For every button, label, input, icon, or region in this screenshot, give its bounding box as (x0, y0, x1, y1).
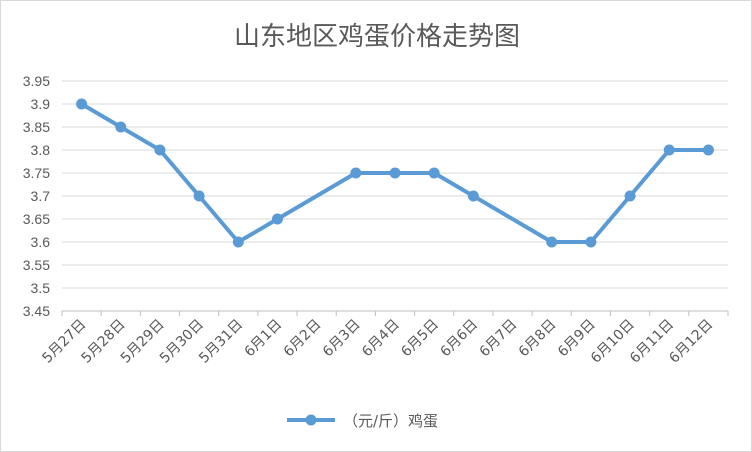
data-point (624, 190, 636, 202)
data-point (76, 98, 88, 110)
x-tick-label: 6月6日 (437, 317, 481, 361)
data-point (271, 213, 283, 225)
y-axis: 3.45 3.5 3.55 3.6 3.65 3.7 3.75 3.8 3.85 3.9 3.95 (23, 73, 50, 319)
x-tick-label: 6月2日 (281, 317, 325, 361)
x-tick-label: 6月3日 (320, 317, 364, 361)
x-tick-label: 6月4日 (359, 317, 403, 361)
y-tick-label: 3.8 (31, 142, 51, 158)
y-tick-label: 3.85 (23, 119, 50, 135)
data-point (585, 236, 597, 248)
x-tick-label: 6月7日 (477, 317, 521, 361)
y-tick-label: 3.45 (23, 303, 50, 319)
y-tick-label: 3.7 (31, 188, 51, 204)
legend-dot-marker (305, 414, 317, 426)
y-tick-label: 3.75 (23, 165, 50, 181)
data-point (350, 167, 362, 179)
x-tick-label: 6月5日 (398, 317, 442, 361)
x-tick-label: 6月12日 (666, 317, 716, 367)
data-point (193, 190, 205, 202)
x-tick-label: 5月31日 (196, 317, 246, 367)
x-tick-label: 6月1日 (242, 317, 286, 361)
data-point (389, 167, 401, 179)
data-point (428, 167, 440, 179)
data-point (232, 236, 244, 248)
y-tick-label: 3.55 (23, 257, 50, 273)
data-point (702, 144, 714, 156)
series-group (76, 98, 714, 248)
data-point (546, 236, 558, 248)
x-axis: 5月27日5月28日5月29日5月30日5月31日6月1日6月2日6月3日6月4… (39, 311, 729, 367)
y-tick-label: 3.9 (31, 96, 51, 112)
chart-title: 山东地区鸡蛋价格走势图 (234, 22, 520, 52)
x-tick-label: 6月8日 (516, 317, 560, 361)
gridlines (62, 80, 728, 312)
legend-label: （元/斤）鸡蛋 (343, 412, 438, 430)
data-point (467, 190, 479, 202)
y-tick-label: 3.6 (31, 234, 51, 250)
y-tick-label: 3.95 (23, 73, 50, 89)
data-point (663, 144, 675, 156)
data-point (115, 121, 127, 133)
y-tick-label: 3.5 (31, 280, 51, 296)
data-point (154, 144, 166, 156)
legend: （元/斤）鸡蛋 (287, 412, 438, 430)
y-tick-label: 3.65 (23, 211, 50, 227)
